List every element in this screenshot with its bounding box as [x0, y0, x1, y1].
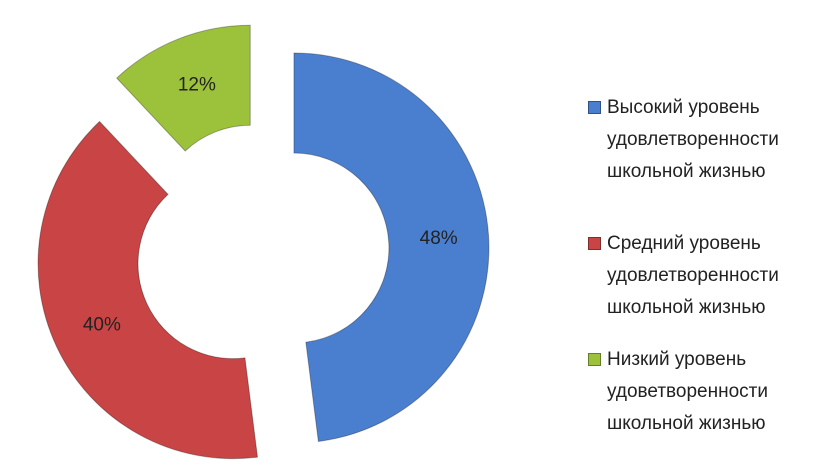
legend-item: Средний уровень удовлетворенности школьн… [588, 228, 828, 324]
legend-swatch [588, 101, 601, 114]
plot: 48% 40% 12% [37, 24, 490, 460]
legend-swatch [588, 353, 601, 366]
slice [37, 120, 259, 460]
legend-label: Низкий уровень удоветворенности школьной… [607, 349, 768, 434]
slice [293, 52, 490, 443]
slice [116, 24, 251, 152]
data-label: 12% [178, 74, 216, 95]
legend-label: Средний уровень удовлетворенности школьн… [607, 233, 779, 318]
legend-swatch [588, 237, 601, 250]
data-label: 48% [420, 228, 458, 249]
legend-item: Низкий уровень удоветворенности школьной… [588, 344, 828, 440]
legend-label: Высокий уровень удовлетворенности школьн… [607, 97, 779, 182]
legend-item: Высокий уровень удовлетворенности школьн… [588, 92, 828, 188]
data-label: 40% [83, 314, 121, 335]
